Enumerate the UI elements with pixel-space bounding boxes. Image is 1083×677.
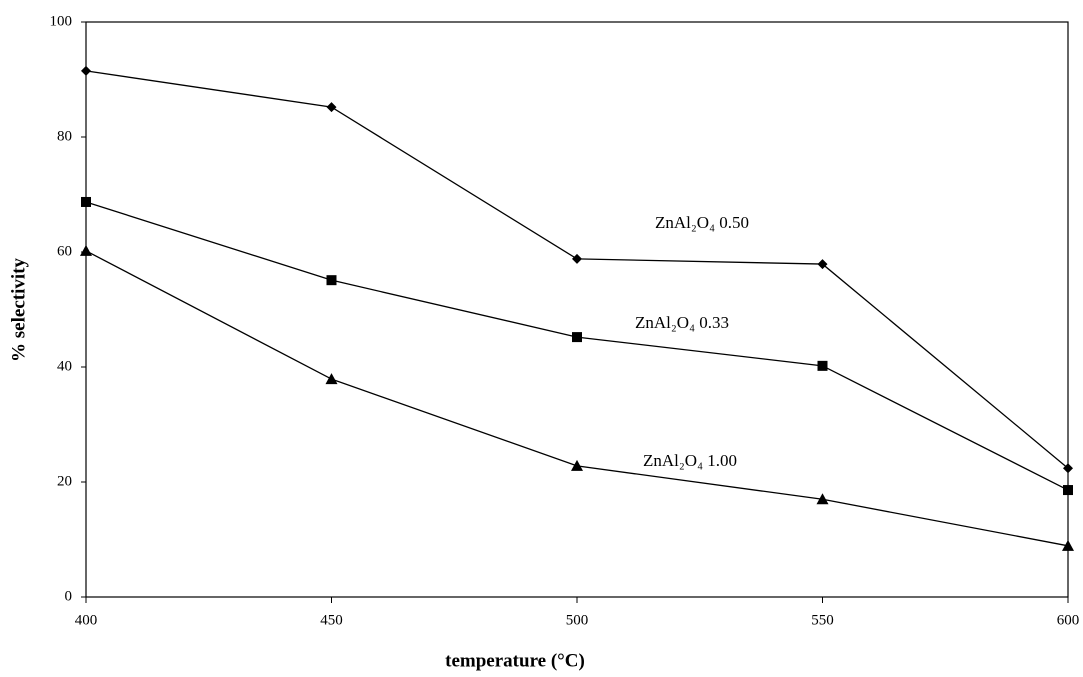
- marker: [1063, 463, 1073, 474]
- y-tick-label: 100: [50, 13, 73, 29]
- series-line: [85, 250, 1069, 547]
- marker: [81, 65, 91, 76]
- marker: [81, 196, 91, 207]
- marker: [325, 373, 338, 385]
- marker: [80, 244, 92, 256]
- plot-frame: [85, 21, 1069, 598]
- y-tick-label: 20: [57, 473, 72, 489]
- series-label: ZnAl₂O₄ 0.33: [635, 313, 729, 332]
- x-tick-label: 500: [566, 612, 589, 628]
- marker: [571, 459, 583, 471]
- marker: [1062, 539, 1074, 551]
- y-tick-label: 60: [57, 243, 72, 259]
- x-tick-label: 400: [75, 612, 98, 628]
- marker: [817, 259, 828, 270]
- x-tick-label: 600: [1057, 612, 1080, 628]
- series-label: ZnAl₂O₄ 0.50: [655, 213, 749, 232]
- marker: [326, 102, 337, 113]
- series-label: ZnAl₂O₄ 1.00: [643, 451, 737, 470]
- marker: [572, 253, 582, 264]
- marker: [1063, 485, 1073, 496]
- marker: [816, 493, 829, 505]
- y-axis-label: % selectivity: [8, 258, 29, 362]
- marker: [326, 275, 337, 286]
- y-tick-label: 80: [57, 128, 72, 144]
- x-tick-label: 550: [811, 612, 834, 628]
- y-tick-label: 40: [57, 358, 72, 374]
- x-axis-label: temperature (°C): [445, 650, 585, 671]
- x-tick-label: 450: [320, 612, 343, 628]
- marker: [572, 332, 582, 343]
- series-line: [85, 70, 1069, 469]
- marker: [817, 360, 828, 371]
- y-tick-label: 0: [65, 588, 73, 604]
